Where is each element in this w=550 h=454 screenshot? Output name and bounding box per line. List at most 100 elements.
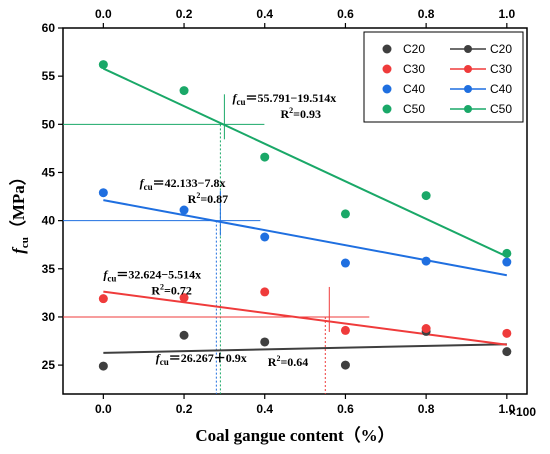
equation-rhs: ＝42.133−7.8x <box>153 176 226 190</box>
legend-line-marker-c20 <box>464 45 472 53</box>
data-point-c30 <box>502 328 512 338</box>
y-axis-title-sub: cu <box>19 237 31 248</box>
fit-equation-c30: fcu＝32.624−5.514x <box>103 267 201 283</box>
fit-line-c20 <box>103 343 507 354</box>
equation-lhs: f <box>140 176 145 190</box>
top-x-tick-label: 1.0 <box>498 7 515 21</box>
data-point-c20 <box>260 337 270 347</box>
point-layer <box>98 60 512 371</box>
r-squared-value: =0.93 <box>293 107 321 121</box>
legend: C20 C20 C30 C30 C40 C40 C50 C50 <box>363 31 524 123</box>
legend-line-marker-c30 <box>464 65 472 73</box>
r-squared-c30: R2=0.72 <box>151 282 192 297</box>
x-axis-title: Coal gangue content（%） <box>195 425 394 445</box>
data-point-c30 <box>260 287 270 297</box>
data-point-c40 <box>421 256 431 266</box>
legend-line-marker-c50 <box>464 105 472 113</box>
r-squared-label: R <box>188 192 197 206</box>
legend-fit-label-c30: C30 <box>490 62 512 76</box>
y-tick-label: 40 <box>42 214 56 228</box>
legend-marker-c20 <box>382 44 392 54</box>
legend-label-c40: C40 <box>403 82 425 96</box>
equation-rhs: ＝26.267＋0.9x <box>169 351 247 365</box>
legend-entries: C20 C20 C30 C30 C40 C40 C50 C50 <box>382 42 512 116</box>
r-squared-superscript: 2 <box>196 191 200 200</box>
crosshair-layer <box>63 94 370 394</box>
r-squared-value: =0.87 <box>200 192 228 206</box>
y-axis-title-unit: （MPa） <box>8 168 28 237</box>
equation-subscript: cu <box>144 182 153 192</box>
annotation-layer: fcu＝55.791−19.514xR2=0.93fcu＝42.133−7.8x… <box>103 91 336 369</box>
data-point-c20 <box>340 360 350 370</box>
legend-label-c30: C30 <box>403 62 425 76</box>
equation-lhs: f <box>232 91 237 105</box>
fit-line-c50 <box>102 67 508 258</box>
x-tick-label: 0.6 <box>337 402 354 416</box>
fit-equation-c40: fcu＝42.133−7.8x <box>140 176 226 192</box>
fit-equation-c20: fcu＝26.267＋0.9x <box>156 351 247 367</box>
y-tick-label: 60 <box>42 21 56 35</box>
legend-line-marker-c40 <box>464 85 472 93</box>
fit-equation-c50: fcu＝55.791−19.514x <box>232 91 336 107</box>
r-squared-label: R <box>268 355 277 369</box>
y-axis-title-main: f <box>9 246 28 254</box>
data-point-c30 <box>98 294 108 304</box>
data-point-c50 <box>340 209 350 219</box>
data-point-c30 <box>179 293 189 303</box>
equation-subscript: cu <box>236 97 245 107</box>
data-point-c20 <box>179 330 189 340</box>
equation-lhs: f <box>103 267 108 281</box>
legend-fit-label-c40: C40 <box>490 82 512 96</box>
data-point-c30 <box>421 324 431 334</box>
x-tick-label: 0.2 <box>176 402 193 416</box>
fit-line-c30 <box>103 290 507 346</box>
data-point-c50 <box>502 248 512 258</box>
equation-subscript: cu <box>160 357 169 367</box>
top-x-tick-label: 0.8 <box>418 7 435 21</box>
x-tick-label: 1.0 <box>498 402 515 416</box>
r-squared-value: =0.72 <box>164 283 192 297</box>
equation-subscript: cu <box>107 273 116 283</box>
plot-frame <box>62 27 528 395</box>
y-tick-label: 25 <box>42 358 56 372</box>
r-squared-superscript: 2 <box>276 354 280 363</box>
x-axis-multiplier: ×100 <box>509 405 536 419</box>
data-point-c20 <box>502 347 512 357</box>
fit-line-layer <box>102 67 508 354</box>
legend-label-c20: C20 <box>403 42 425 56</box>
r-squared-c20: R2=0.64 <box>268 354 309 369</box>
y-tick-label: 35 <box>42 262 56 276</box>
top-x-tick-label: 0.2 <box>176 7 193 21</box>
y-axis-title: fcu（MPa） <box>8 168 31 254</box>
r-squared-c40: R2=0.87 <box>188 191 229 206</box>
x-tick-label: 0.0 <box>95 402 112 416</box>
r-squared-label: R <box>151 283 160 297</box>
data-point-c50 <box>421 191 431 201</box>
data-point-c20 <box>98 361 108 371</box>
r-squared-superscript: 2 <box>160 282 164 291</box>
equation-rhs: ＝55.791−19.514x <box>245 91 336 105</box>
legend-fit-label-c20: C20 <box>490 42 512 56</box>
equation-rhs: ＝32.624−5.514x <box>116 267 201 281</box>
y-tick-label: 55 <box>42 69 56 83</box>
top-x-tick-label: 0.4 <box>256 7 273 21</box>
r-squared-value: =0.64 <box>280 355 308 369</box>
x-tick-label: 0.8 <box>418 402 435 416</box>
data-point-c50 <box>260 152 270 162</box>
data-point-c40 <box>260 232 270 242</box>
fit-line-c40 <box>103 199 508 277</box>
top-x-tick-label: 0.0 <box>95 7 112 21</box>
y-tick-label: 45 <box>42 165 56 179</box>
data-point-c40 <box>340 258 350 268</box>
axis-layer: 0.0 0.0 0.2 0.2 0.4 0.4 0.6 0.6 0.8 0.8 1.0 1.0 25 30… <box>42 7 516 416</box>
legend-marker-c30 <box>382 64 392 74</box>
data-point-c50 <box>179 86 189 96</box>
legend-label-c50: C50 <box>403 102 425 116</box>
data-point-c30 <box>340 325 350 335</box>
equation-lhs: f <box>156 351 161 365</box>
top-x-tick-label: 0.6 <box>337 7 354 21</box>
r-squared-superscript: 2 <box>289 106 293 115</box>
r-squared-c50: R2=0.93 <box>280 106 321 121</box>
data-point-c40 <box>502 257 512 267</box>
